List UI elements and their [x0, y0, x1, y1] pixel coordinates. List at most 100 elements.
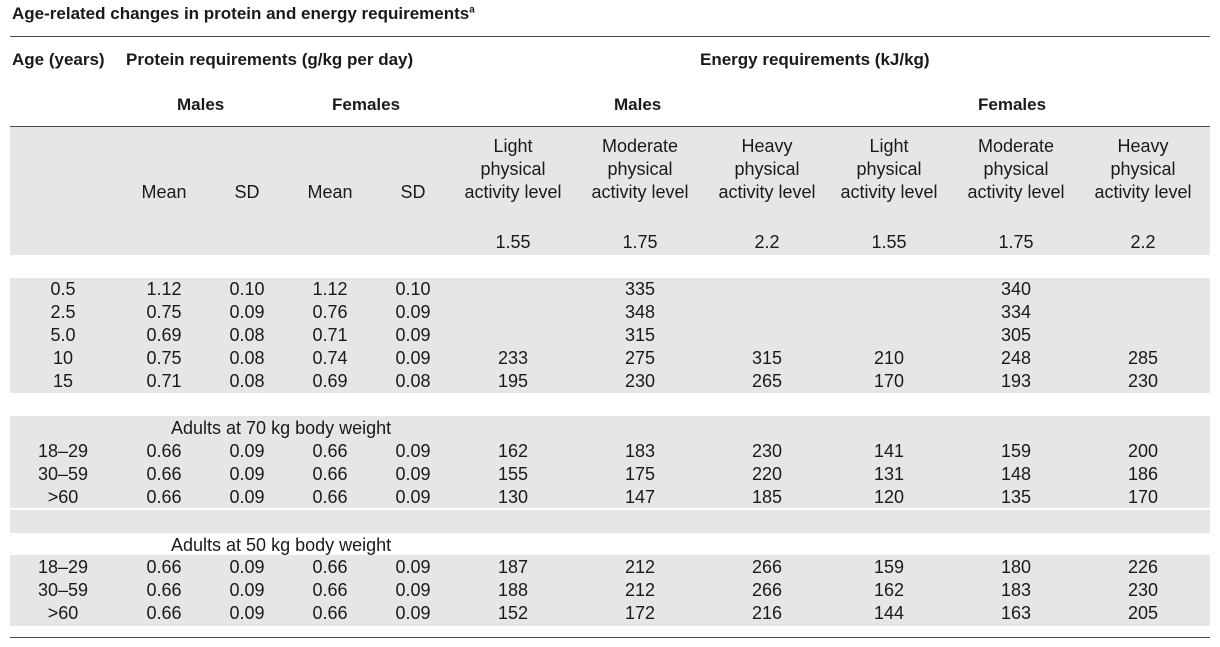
activity-factor: 1.55	[495, 232, 531, 252]
table-row: 10 0.75 0.08 0.74 0.09 233 275 315 210 248 285	[10, 347, 1210, 370]
column-header-line: Mean	[141, 182, 187, 202]
section-subheading: Adults at 70 kg body weight	[171, 418, 392, 438]
value-cell: 135	[1000, 487, 1032, 507]
value-cell: 0.09	[229, 441, 265, 461]
value-cell: 159	[1000, 441, 1032, 461]
age-cell: 15	[52, 371, 74, 391]
value-cell: 144	[873, 603, 905, 623]
value-cell: 216	[751, 603, 783, 623]
age-cell: 18–29	[37, 557, 89, 577]
value-cell: 0.09	[395, 441, 431, 461]
energy-males-header: Males	[614, 95, 662, 114]
title-footnote-marker: a	[469, 4, 475, 16]
value-cell: 187	[497, 557, 529, 577]
value-cell: 305	[1000, 325, 1032, 345]
value-cell: 0.08	[229, 348, 265, 368]
value-cell: 0.09	[229, 487, 265, 507]
header-rule	[10, 126, 1210, 127]
protein-females-header: Females	[332, 95, 401, 114]
column-header: Mean	[307, 181, 352, 204]
column-header: Heavy physical activity level	[1094, 135, 1191, 204]
value-cell: 1.12	[146, 279, 182, 299]
value-cell: 0.75	[146, 348, 182, 368]
value-cell: 0.08	[229, 325, 265, 345]
value-cell: 183	[1000, 580, 1032, 600]
value-cell: 130	[497, 487, 529, 507]
value-cell: 0.09	[229, 302, 265, 322]
value-cell: 200	[1127, 441, 1159, 461]
column-header-line: activity level	[464, 182, 562, 202]
value-cell: 0.10	[395, 279, 431, 299]
column-header-line: Light	[869, 136, 909, 156]
value-cell: 0.71	[146, 371, 182, 391]
value-cell: 185	[751, 487, 783, 507]
table-row: 5.0 0.69 0.08 0.71 0.09 315 305	[10, 324, 1210, 347]
value-cell: 188	[497, 580, 529, 600]
column-header-line: activity level	[967, 182, 1065, 202]
value-cell: 0.08	[395, 371, 431, 391]
column-header-line: activity level	[591, 182, 689, 202]
value-cell: 0.09	[395, 487, 431, 507]
table-row: 2.5 0.75 0.09 0.76 0.09 348 334	[10, 301, 1210, 324]
age-cell: 30–59	[37, 464, 89, 484]
age-cell: 0.5	[50, 279, 76, 299]
column-header-line: physical	[607, 159, 673, 179]
value-cell: 183	[624, 441, 656, 461]
energy-header: Energy requirements (kJ/kg)	[700, 50, 930, 69]
value-cell: 172	[624, 603, 656, 623]
column-header: SD	[400, 181, 425, 204]
value-cell: 285	[1127, 348, 1159, 368]
value-cell: 193	[1000, 371, 1032, 391]
table-row: >60 0.66 0.09 0.66 0.09 130 147 185 120 135 170	[10, 486, 1210, 509]
activity-factor: 1.75	[622, 232, 658, 252]
value-cell: 162	[873, 580, 905, 600]
value-cell: 248	[1000, 348, 1032, 368]
column-header: Moderate physical activity level	[591, 135, 688, 204]
section1-band	[10, 278, 1210, 393]
top-rule	[10, 36, 1210, 37]
column-header-line: activity level	[840, 182, 938, 202]
column-header-line: Light	[493, 136, 533, 156]
value-cell: 315	[751, 348, 783, 368]
column-header: SD	[234, 181, 259, 204]
column-header-line: Moderate	[977, 136, 1055, 156]
value-cell: 230	[751, 441, 783, 461]
column-header-line: activity level	[718, 182, 816, 202]
value-cell: 155	[497, 464, 529, 484]
value-cell: 230	[624, 371, 656, 391]
value-cell: 0.66	[146, 603, 182, 623]
value-cell: 0.66	[312, 580, 348, 600]
value-cell: 170	[873, 371, 905, 391]
value-cell: 0.69	[146, 325, 182, 345]
value-cell: 0.69	[312, 371, 348, 391]
value-cell: 0.66	[146, 487, 182, 507]
value-cell: 0.09	[395, 348, 431, 368]
section3-band	[10, 555, 1210, 626]
value-cell: 159	[873, 557, 905, 577]
value-cell: 147	[624, 487, 656, 507]
column-header: Moderate physical activity level	[967, 135, 1064, 204]
value-cell: 266	[751, 557, 783, 577]
value-cell: 152	[497, 603, 529, 623]
value-cell: 275	[624, 348, 656, 368]
spacer-band	[10, 510, 1210, 533]
value-cell: 226	[1127, 557, 1159, 577]
column-header-line: physical	[734, 159, 800, 179]
energy-females-header: Females	[978, 95, 1047, 114]
age-cell: >60	[47, 487, 79, 507]
table-title-text: Age-related changes in protein and energ…	[12, 4, 470, 23]
column-header: Heavy physical activity level	[718, 135, 815, 204]
value-cell: 195	[497, 371, 529, 391]
activity-factor: 1.55	[871, 232, 907, 252]
value-cell: 0.66	[146, 580, 182, 600]
column-header-line: physical	[856, 159, 922, 179]
value-cell: 266	[751, 580, 783, 600]
value-cell: 148	[1000, 464, 1032, 484]
table-row: 0.5 1.12 0.10 1.12 0.10 335 340	[10, 278, 1210, 301]
value-cell: 0.09	[395, 603, 431, 623]
value-cell: 0.66	[312, 441, 348, 461]
value-cell: 0.09	[229, 580, 265, 600]
value-cell: 0.09	[229, 464, 265, 484]
value-cell: 175	[624, 464, 656, 484]
value-cell: 0.10	[229, 279, 265, 299]
